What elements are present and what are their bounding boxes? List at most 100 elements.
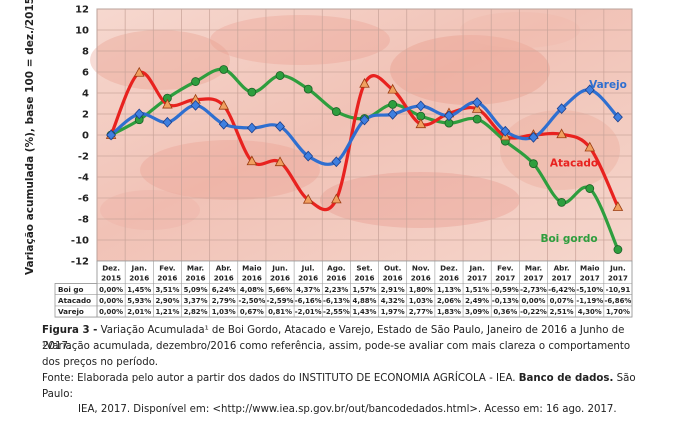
- data-label: 0,00%: [99, 297, 123, 305]
- data-label: 0,67%: [240, 308, 264, 316]
- data-label: 0,00%: [99, 286, 123, 294]
- data-label: 2,51%: [550, 308, 574, 316]
- source-line1-end: São Paulo:: [42, 373, 636, 400]
- data-label: 0,81%: [268, 308, 292, 316]
- point-atacado: [162, 98, 173, 109]
- point-varejo: [190, 99, 201, 111]
- data-label: 4,37%: [296, 286, 320, 294]
- point-varejo: [246, 122, 257, 134]
- y-tick-label: 6: [82, 68, 89, 79]
- series-label-boi-gordo: Boi gordo: [540, 233, 597, 245]
- data-label: 2,90%: [155, 297, 179, 305]
- point-varejo: [106, 129, 117, 141]
- point-boi-gordo: [388, 100, 398, 109]
- y-tick-label: 12: [75, 5, 89, 16]
- point-varejo: [556, 103, 567, 115]
- point-atacado: [331, 193, 342, 204]
- x-tick-month: Ago.: [327, 264, 345, 273]
- point-atacado: [471, 103, 483, 113]
- x-tick-year: 2016: [411, 274, 431, 283]
- y-axis-title: Variação acumulada (%), base 100 = dez./…: [24, 0, 36, 275]
- x-tick-year: 2016: [298, 274, 318, 283]
- data-label: -6,42%: [548, 286, 575, 294]
- data-label: 1,13%: [437, 286, 461, 294]
- data-label: -6,13%: [323, 297, 350, 305]
- y-tick-label: -8: [78, 215, 89, 226]
- point-boi-gordo: [585, 184, 595, 193]
- series-label-atacado: Atacado: [550, 157, 598, 169]
- point-varejo: [303, 150, 314, 162]
- data-label: 1,57%: [353, 286, 377, 294]
- data-label: 0,00%: [99, 308, 123, 316]
- data-label: -2,01%: [295, 308, 322, 316]
- x-tick-year: 2015: [101, 274, 121, 283]
- data-label: 5,66%: [268, 286, 292, 294]
- point-atacado: [359, 77, 370, 88]
- x-tick-month: Fev.: [159, 264, 175, 273]
- data-label: 3,09%: [465, 308, 489, 316]
- point-atacado: [612, 201, 624, 211]
- data-label: -5,10%: [576, 286, 603, 294]
- x-tick-year: 2016: [270, 274, 290, 283]
- y-tick-label: -2: [78, 152, 89, 163]
- background-texture-6: [100, 190, 200, 230]
- point-boi-gordo: [472, 114, 482, 124]
- data-label: 2,79%: [212, 297, 236, 305]
- point-varejo: [612, 111, 623, 123]
- x-tick-month: Dez.: [440, 264, 458, 273]
- x-tick-month: Jun.: [609, 264, 626, 273]
- point-boi-gordo: [275, 71, 285, 80]
- data-label: -10,91: [606, 286, 631, 294]
- y-tick-label: 8: [82, 47, 89, 58]
- x-tick-month: Dez.: [102, 264, 120, 273]
- point-atacado: [274, 156, 286, 167]
- point-varejo: [528, 131, 539, 143]
- data-label: 0,36%: [493, 308, 517, 316]
- data-label: -0,59%: [492, 286, 519, 294]
- data-label: 3,51%: [155, 286, 179, 294]
- background-texture-3: [140, 140, 320, 200]
- table-row-label: Atacado: [58, 296, 91, 305]
- data-label: 1,43%: [353, 308, 377, 316]
- y-tick-label: -12: [71, 257, 89, 268]
- table-row-label: Boi go: [58, 285, 84, 294]
- x-tick-month: Abr.: [554, 264, 570, 273]
- point-atacado: [302, 193, 314, 204]
- x-tick-year: 2016: [157, 274, 177, 283]
- figure-footnote: ¹Variação acumulada, dezembro/2016 como …: [42, 341, 631, 368]
- data-label: -0,13%: [492, 297, 519, 305]
- data-label: 2,01%: [127, 308, 151, 316]
- x-tick-month: Maio: [242, 264, 261, 273]
- background-texture-0: [90, 30, 230, 90]
- point-varejo: [331, 156, 342, 168]
- data-label: -0,22%: [520, 308, 547, 316]
- figure-title: Variação Acumulada¹ de Boi Gordo, Atacad…: [42, 325, 625, 352]
- data-label: 1,80%: [409, 286, 433, 294]
- source-prefix: Fonte: Elaborada pelo autor a partir dos…: [42, 373, 516, 384]
- point-atacado: [415, 118, 427, 129]
- data-label: -2,59%: [267, 297, 294, 305]
- data-label: 1,83%: [437, 308, 461, 316]
- point-varejo: [500, 125, 511, 137]
- x-tick-month: Jan.: [131, 264, 147, 273]
- y-tick-label: -6: [78, 194, 89, 205]
- point-boi-gordo: [613, 245, 623, 254]
- point-atacado: [584, 141, 596, 152]
- data-label: -2,73%: [520, 286, 547, 294]
- x-tick-year: 2017: [523, 274, 543, 283]
- x-tick-year: 2016: [214, 274, 234, 283]
- x-tick-month: Set.: [356, 264, 372, 273]
- point-boi-gordo: [219, 65, 229, 74]
- series-label-varejo: Varejo: [589, 79, 627, 91]
- data-label: -6,86%: [605, 297, 632, 305]
- x-tick-year: 2017: [495, 274, 515, 283]
- point-varejo: [134, 108, 145, 120]
- point-atacado: [387, 83, 398, 94]
- figure-label: Figura 3 -: [42, 325, 98, 336]
- data-label: 1,45%: [127, 286, 151, 294]
- x-tick-month: Mar.: [187, 264, 204, 273]
- point-varejo: [275, 121, 285, 132]
- point-atacado: [218, 99, 229, 110]
- data-label: 2,82%: [184, 308, 208, 316]
- source-line2: IEA, 2017. Disponível em: <http://www.ie…: [78, 404, 617, 415]
